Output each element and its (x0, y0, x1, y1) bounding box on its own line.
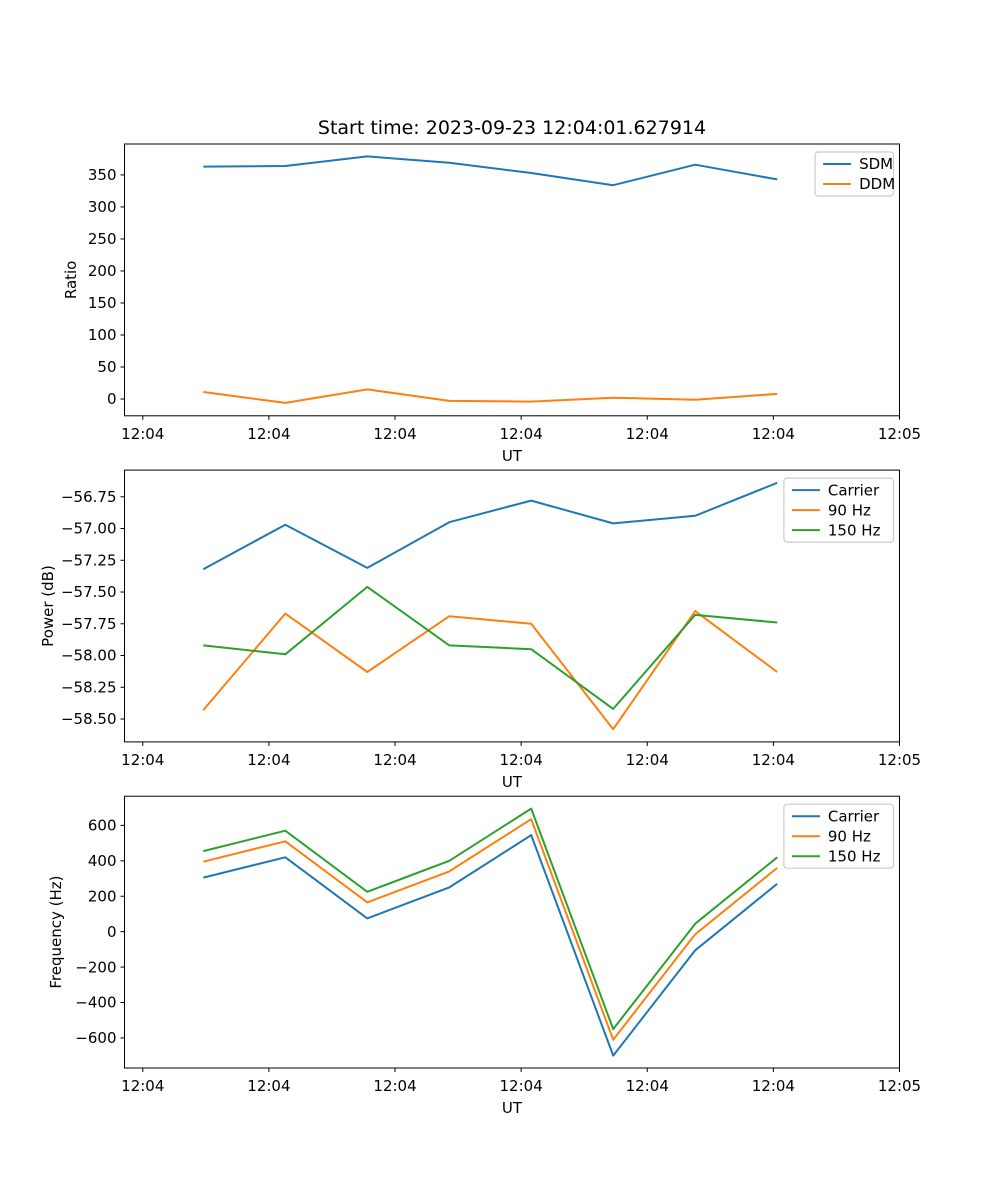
x-tick-label: 12:04 (500, 1077, 543, 1095)
y-ticks: −58.50 −58.25 −58.00 −57.75 −57.50 −57.25 −57.… (61, 488, 125, 728)
series-line-ddm (203, 388, 778, 404)
series-line-90-hz (203, 818, 778, 1041)
x-tick-label: 12:04 (626, 751, 669, 769)
axes-frame (124, 795, 900, 1069)
x-ticks: 12:04 12:04 12:04 12:04 12:04 12:04 12:05 (121, 741, 921, 769)
y-tick-label: 350 (88, 166, 117, 184)
x-tick-label: 12:05 (878, 1077, 921, 1095)
legend-label: SDM (859, 155, 893, 173)
y-tick-label: −600 (75, 1029, 116, 1047)
legend-box (783, 477, 895, 543)
y-axis-label: Frequency (Hz) (47, 876, 65, 989)
x-axis-label: UT (502, 447, 523, 465)
series-line-carrier (203, 834, 778, 1057)
y-tick-label: −400 (75, 994, 116, 1012)
y-axis-label: Power (dB) (39, 565, 57, 647)
y-tick-label: 0 (107, 390, 117, 408)
x-tick-label: 12:04 (500, 751, 543, 769)
y-tick-label: 0 (107, 923, 117, 941)
x-tick-label: 12:04 (121, 425, 164, 443)
y-tick-label: 600 (88, 817, 117, 835)
axes-power: −58.50 −58.25 −58.00 −57.75 −57.50 −57.25 −57.… (39, 469, 921, 791)
legend-label: Carrier (828, 807, 880, 825)
y-tick-label: 200 (88, 262, 117, 280)
series-line-carrier (202, 481, 778, 571)
legend: Carrier 90 Hz 150 Hz (783, 803, 895, 869)
x-tick-label: 12:04 (247, 425, 290, 443)
y-tick-label: −57.25 (61, 551, 117, 569)
legend-label: 90 Hz (828, 501, 871, 519)
y-tick-label: −58.00 (61, 647, 117, 665)
legend-label: Carrier (828, 481, 880, 499)
axes-frame (124, 143, 900, 417)
y-tick-label: 150 (88, 294, 117, 312)
y-tick-label: 400 (88, 852, 117, 870)
x-tick-label: 12:04 (752, 425, 795, 443)
x-tick-label: 12:04 (373, 1077, 416, 1095)
legend-label: 150 Hz (828, 521, 881, 539)
y-tick-label: −57.50 (61, 583, 117, 601)
y-tick-label: −57.00 (61, 520, 117, 538)
x-tick-label: 12:04 (247, 751, 290, 769)
x-tick-label: 12:04 (626, 425, 669, 443)
legend-label: 150 Hz (828, 847, 881, 865)
x-tick-label: 12:04 (752, 751, 795, 769)
x-axis-label: UT (502, 773, 523, 791)
y-tick-label: −56.75 (61, 488, 117, 506)
series-line-sdm (203, 155, 778, 187)
y-tick-label: −200 (75, 958, 116, 976)
x-tick-label: 12:04 (373, 751, 416, 769)
x-tick-label: 12:04 (752, 1077, 795, 1095)
series-line-150-hz (203, 807, 778, 1031)
y-tick-label: 300 (88, 198, 117, 216)
y-ticks: −600 −400 −200 0 200 400 600 (75, 817, 125, 1047)
series-line-150-hz (203, 585, 778, 710)
x-tick-label: 12:04 (247, 1077, 290, 1095)
y-tick-label: 250 (88, 230, 117, 248)
x-tick-label: 12:04 (121, 1077, 164, 1095)
x-tick-label: 12:05 (878, 425, 921, 443)
x-tick-label: 12:05 (878, 751, 921, 769)
legend: SDM DDM (814, 151, 895, 197)
x-ticks: 12:04 12:04 12:04 12:04 12:04 12:04 12:05 (121, 415, 921, 443)
x-tick-label: 12:04 (626, 1077, 669, 1095)
legend: Carrier 90 Hz 150 Hz (783, 477, 895, 543)
y-tick-label: 200 (88, 887, 117, 905)
y-tick-label: −57.75 (61, 615, 117, 633)
x-tick-label: 12:04 (121, 751, 164, 769)
x-tick-label: 12:04 (500, 425, 543, 443)
axes-frame (124, 469, 900, 743)
legend-box (783, 803, 895, 869)
y-tick-label: 50 (97, 358, 116, 376)
y-tick-label: −58.50 (61, 710, 117, 728)
y-tick-label: −58.25 (61, 678, 117, 696)
y-tick-label: 100 (88, 326, 117, 344)
x-ticks: 12:04 12:04 12:04 12:04 12:04 12:04 12:05 (121, 1068, 921, 1095)
y-ticks: 0 50 100 150 200 250 300 350 (88, 166, 125, 408)
legend-label: DDM (859, 175, 895, 193)
x-tick-label: 12:04 (373, 425, 416, 443)
series-line-90-hz (202, 610, 778, 731)
chart-title: Start time: 2023-09-23 12:04:01.627914 (317, 117, 707, 139)
legend-label: 90 Hz (828, 827, 871, 845)
y-axis-label: Ratio (62, 261, 80, 300)
x-axis-label: UT (502, 1099, 523, 1117)
